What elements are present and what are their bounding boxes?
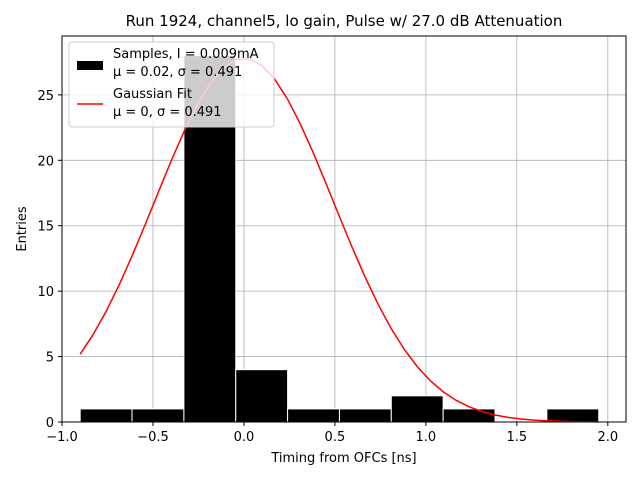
y-axis: 0 5 10 15 20 25 <box>37 89 62 431</box>
gaussian-fit-series <box>79 57 599 423</box>
chart-title: Run 1924, channel5, lo gain, Pulse w/ 27… <box>126 12 563 30</box>
histogram-bar <box>390 395 444 423</box>
histogram-bar <box>235 369 289 423</box>
legend-stats-samples: μ = 0.02, σ = 0.491 <box>113 65 242 80</box>
legend-stats-fit: μ = 0, σ = 0.491 <box>113 105 222 120</box>
y-tick-label: 0 <box>46 416 54 431</box>
legend-swatch-samples <box>77 61 103 70</box>
gaussian-fit-line <box>79 57 599 423</box>
legend: Samples, I = 0.009mA μ = 0.02, σ = 0.491… <box>68 41 275 128</box>
legend-box <box>68 41 275 128</box>
y-tick-label: 20 <box>37 154 54 169</box>
histogram-bar <box>442 408 496 423</box>
legend-label-fit: Gaussian Fit <box>113 87 192 102</box>
y-tick-label: 25 <box>37 89 54 104</box>
x-axis-label: Timing from OFCs [ns] <box>270 451 416 466</box>
x-tick-label: 0.0 <box>234 430 255 445</box>
x-tick-label: 1.0 <box>416 430 437 445</box>
plot-area-frame <box>61 35 627 423</box>
legend-label-samples: Samples, I = 0.009mA <box>113 47 259 62</box>
y-tick-label: 15 <box>37 220 54 235</box>
histogram-bar <box>338 408 392 423</box>
x-tick-label: −0.5 <box>137 430 169 445</box>
x-tick-label: 1.5 <box>506 430 527 445</box>
histogram-bar <box>546 408 600 423</box>
y-axis-label: Entries <box>15 206 30 252</box>
histogram-bar <box>79 408 133 423</box>
x-tick-label: 2.0 <box>597 430 618 445</box>
x-tick-label: −1.0 <box>46 430 78 445</box>
histogram-bar <box>131 408 185 423</box>
y-tick-label: 5 <box>46 351 54 366</box>
x-tick-label: 0.5 <box>325 430 346 445</box>
x-axis: −1.0 −0.5 0.0 0.5 1.0 1.5 2.0 <box>46 422 618 445</box>
grid-lines <box>61 36 626 423</box>
histogram-bar <box>287 408 340 423</box>
y-tick-label: 10 <box>37 285 54 300</box>
